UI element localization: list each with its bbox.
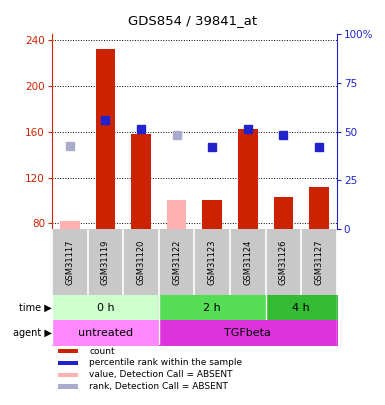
Bar	[309, 187, 329, 229]
Text: count: count	[89, 347, 115, 356]
Text: GSM31117: GSM31117	[65, 240, 74, 285]
Bar	[58, 349, 78, 354]
Text: untreated: untreated	[78, 328, 133, 338]
Text: TGFbeta: TGFbeta	[224, 328, 271, 338]
Text: GDS854 / 39841_at: GDS854 / 39841_at	[128, 14, 257, 27]
Text: 2 h: 2 h	[203, 303, 221, 313]
Bar	[58, 384, 78, 389]
Bar	[203, 200, 222, 229]
Text: GSM31119: GSM31119	[101, 240, 110, 285]
Bar	[58, 373, 78, 377]
Text: GSM31120: GSM31120	[137, 240, 146, 285]
Text: percentile rank within the sample: percentile rank within the sample	[89, 358, 242, 367]
Bar	[131, 134, 151, 229]
Text: agent ▶: agent ▶	[13, 328, 52, 338]
Text: GSM31126: GSM31126	[279, 240, 288, 285]
Text: GSM31127: GSM31127	[315, 240, 323, 285]
Text: 4 h: 4 h	[292, 303, 310, 313]
Text: rank, Detection Call = ABSENT: rank, Detection Call = ABSENT	[89, 382, 228, 391]
Text: GSM31124: GSM31124	[243, 240, 252, 285]
Bar	[167, 200, 186, 229]
Text: GSM31123: GSM31123	[208, 240, 217, 285]
Text: value, Detection Call = ABSENT: value, Detection Call = ABSENT	[89, 371, 233, 379]
Text: time ▶: time ▶	[19, 303, 52, 313]
Bar	[274, 197, 293, 229]
Bar	[58, 360, 78, 365]
Bar	[95, 49, 115, 229]
Text: GSM31122: GSM31122	[172, 240, 181, 285]
Text: 0 h: 0 h	[97, 303, 114, 313]
Bar	[60, 221, 80, 229]
Bar	[238, 130, 258, 229]
Bar	[60, 221, 80, 229]
